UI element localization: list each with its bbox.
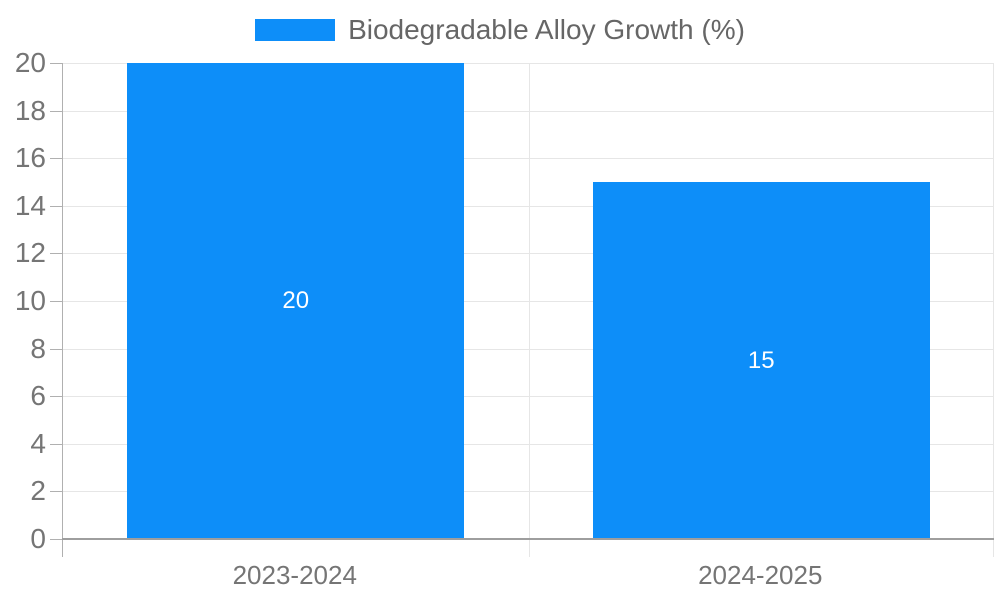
gridline (63, 110, 994, 112)
x-tick-label: 2024-2025 (698, 560, 823, 590)
y-tick-mark (50, 491, 62, 492)
y-tick-mark (50, 444, 62, 445)
x-tick-label: 2023-2024 (232, 560, 357, 590)
gridline (63, 253, 994, 255)
plot-area: 20 15 (62, 63, 994, 557)
y-tick-mark (50, 63, 62, 64)
bar-2024-2025[interactable]: 15 (592, 182, 930, 539)
bar-2023-2024[interactable]: 20 (127, 63, 465, 539)
y-tick-mark (50, 206, 62, 207)
y-tick-mark (50, 396, 62, 397)
gridline (63, 443, 994, 445)
category-boundary-line (993, 63, 994, 557)
y-tick-label: 10 (14, 285, 46, 316)
y-tick-label: 0 (30, 523, 46, 554)
gridline (63, 396, 994, 398)
y-tick-mark (50, 253, 62, 254)
y-tick-label: 12 (14, 237, 46, 268)
legend-swatch (255, 19, 336, 41)
y-tick-label: 14 (14, 190, 46, 221)
y-tick-mark (50, 349, 62, 350)
legend-label: Biodegradable Alloy Growth (%) (348, 14, 745, 45)
gridline (63, 348, 994, 350)
gridline (63, 158, 994, 160)
gridline (63, 491, 994, 493)
y-tick-mark (50, 539, 62, 540)
gridline (63, 205, 994, 207)
legend: Biodegradable Alloy Growth (%) (0, 16, 1000, 44)
x-axis-line (62, 538, 994, 540)
category-boundary-line (62, 539, 63, 557)
category-boundary-line (529, 63, 530, 557)
y-tick-label: 2 (30, 475, 46, 506)
y-tick-mark (50, 111, 62, 112)
y-tick-label: 4 (30, 428, 46, 459)
y-tick-label: 8 (30, 333, 46, 364)
y-tick-label: 20 (14, 47, 46, 78)
y-tick-mark (50, 301, 62, 302)
gridline (63, 301, 994, 302)
bar-value-label: 20 (282, 287, 310, 314)
y-tick-label: 16 (14, 142, 46, 173)
y-tick-label: 18 (14, 95, 46, 126)
y-tick-mark (50, 158, 62, 159)
gridline (63, 63, 994, 64)
y-tick-label: 6 (30, 380, 46, 411)
bar-value-label: 15 (747, 347, 775, 374)
